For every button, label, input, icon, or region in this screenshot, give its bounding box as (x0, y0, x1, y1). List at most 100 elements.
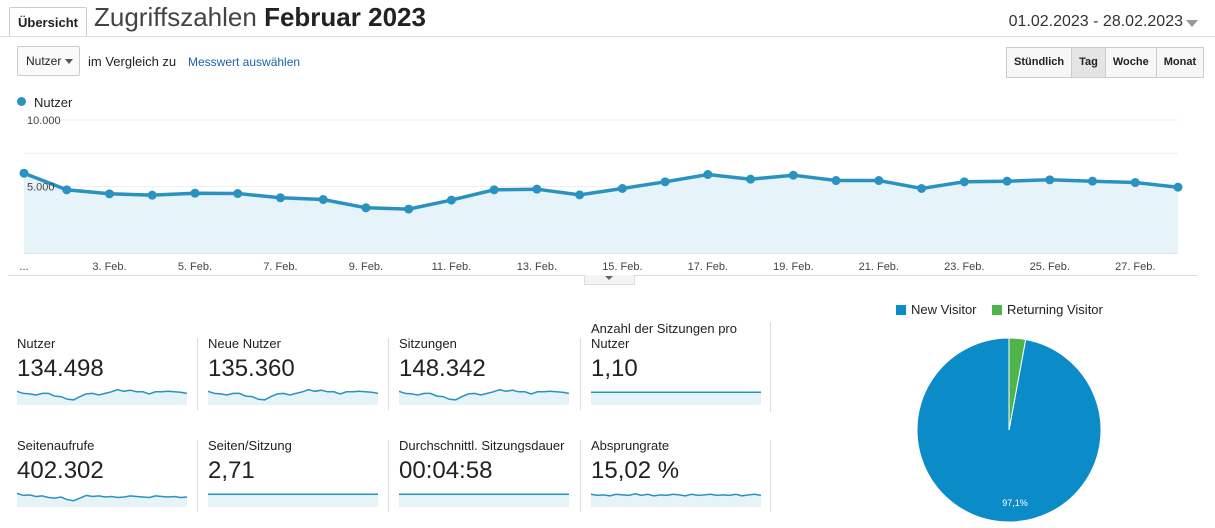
metric-card[interactable]: Nutzer 134.498 (17, 323, 187, 415)
pie-slice-label: 97,1% (1002, 498, 1028, 508)
metric-value: 2,71 (208, 457, 255, 484)
button-month[interactable]: Monat (1155, 47, 1205, 78)
granularity-buttons: Stündlich Tag Woche Monat (1006, 47, 1205, 78)
select-metric-link[interactable]: Messwert auswählen (188, 55, 301, 69)
x-tick-label: ... (19, 261, 28, 273)
data-point[interactable] (532, 184, 542, 194)
users-line-chart: 5.000 10.000... 3. Feb. 5. Feb. 7. Feb. 9. Fe… (19, 115, 1183, 273)
x-tick-label: 11. Feb. (432, 261, 472, 273)
x-tick-label: 3. Feb. (92, 261, 126, 273)
y-tick-label: 5.000 (27, 182, 55, 194)
data-point[interactable] (62, 185, 72, 195)
metric-card[interactable]: Neue Nutzer 135.360 (208, 323, 378, 415)
data-point[interactable] (746, 174, 756, 184)
data-point[interactable] (19, 168, 29, 178)
button-day[interactable]: Tag (1071, 47, 1106, 78)
metric-sparkline (591, 493, 761, 507)
card-divider (580, 440, 581, 512)
data-point[interactable] (104, 189, 114, 199)
legend-swatch (896, 305, 906, 315)
data-point[interactable] (190, 188, 200, 198)
metric-title: Seiten/Sitzung (208, 438, 292, 453)
x-tick-label: 27. Feb. (1115, 261, 1155, 273)
metric-card[interactable]: Absprungrate 15,02 % (591, 425, 761, 517)
metric-title: Seitenaufrufe (17, 438, 95, 453)
pie-legend-returning: Returning Visitor (992, 302, 1103, 317)
data-point[interactable] (147, 190, 157, 200)
metric-value: 402.302 (17, 457, 104, 484)
metric-select[interactable]: Nutzer (17, 46, 80, 76)
card-divider (197, 338, 198, 410)
metric-card[interactable]: Seiten/Sitzung 2,71 (208, 425, 378, 517)
x-tick-label: 7. Feb. (263, 261, 297, 273)
x-tick-label: 13. Feb. (517, 261, 557, 273)
card-divider (388, 440, 389, 512)
data-point[interactable] (1088, 176, 1098, 186)
compare-label: im Vergleich zu (88, 54, 177, 69)
date-range-picker[interactable]: 01.02.2023 - 28.02.2023 (1008, 13, 1183, 30)
card-divider (770, 322, 771, 412)
sparkline-area (208, 389, 378, 405)
sparkline-area (17, 493, 187, 507)
sparkline-line (399, 388, 569, 401)
legend-label: Nutzer (34, 95, 73, 110)
pie-slice[interactable] (1008, 337, 1027, 431)
metric-sparkline (591, 391, 761, 405)
metric-title: Durchschnittl. Sitzungsdauer (399, 438, 565, 453)
data-point[interactable] (575, 190, 585, 200)
data-point[interactable] (446, 195, 456, 205)
data-point[interactable] (1045, 175, 1055, 185)
sparkline-area (17, 389, 187, 405)
metric-card[interactable]: Durchschnittl. Sitzungsdauer 00:04:58 (399, 425, 569, 517)
button-hourly[interactable]: Stündlich (1006, 47, 1073, 78)
metric-value: 148.342 (399, 355, 486, 382)
sparkline-area (591, 392, 761, 405)
card-divider (580, 338, 581, 410)
data-point[interactable] (874, 176, 884, 186)
data-point[interactable] (318, 195, 328, 205)
metric-sparkline (17, 388, 187, 405)
collapse-chart-toggle[interactable] (584, 275, 635, 285)
sparkline-area (399, 389, 569, 405)
data-point[interactable] (404, 204, 414, 214)
series-area (24, 173, 1178, 253)
visitor-pie-chart: 97,1% (916, 337, 1102, 523)
sparkline-line (591, 493, 761, 497)
header-divider (0, 36, 1215, 37)
data-point[interactable] (361, 203, 371, 213)
data-point[interactable] (233, 189, 243, 199)
metric-sparkline (399, 493, 569, 507)
data-point[interactable] (660, 177, 670, 187)
x-tick-label: 15. Feb. (602, 261, 642, 273)
metric-card[interactable]: Anzahl der Sitzungen pro Nutzer 1,10 (591, 321, 761, 415)
metric-value: 134.498 (17, 355, 104, 382)
data-point[interactable] (1130, 178, 1140, 188)
data-point[interactable] (489, 185, 499, 195)
data-point[interactable] (959, 177, 969, 187)
data-point[interactable] (275, 193, 285, 203)
sparkline-line (208, 388, 378, 401)
x-tick-label: 17. Feb. (688, 261, 728, 273)
data-point[interactable] (831, 176, 841, 186)
data-point[interactable] (788, 170, 798, 180)
card-divider (388, 338, 389, 410)
legend-dot-icon (17, 97, 26, 106)
button-week[interactable]: Woche (1104, 47, 1157, 78)
tab-overview[interactable]: Übersicht (9, 7, 87, 37)
metric-title: Neue Nutzer (208, 336, 281, 351)
data-point[interactable] (703, 170, 713, 180)
x-tick-label: 23. Feb. (944, 261, 984, 273)
series-line (23, 171, 1179, 211)
metric-card[interactable]: Sitzungen 148.342 (399, 323, 569, 415)
chevron-down-icon[interactable] (1186, 20, 1198, 27)
data-point[interactable] (917, 183, 927, 193)
metric-value: 15,02 % (591, 457, 680, 484)
data-point[interactable] (617, 183, 627, 193)
page-title: Zugriffszahlen Februar 2023 (94, 2, 426, 32)
data-point[interactable] (1173, 182, 1183, 192)
metric-title: Sitzungen (399, 336, 457, 351)
metric-sparkline (399, 388, 569, 405)
x-tick-label: 21. Feb. (859, 261, 899, 273)
metric-card[interactable]: Seitenaufrufe 402.302 (17, 425, 187, 517)
data-point[interactable] (1002, 176, 1012, 186)
